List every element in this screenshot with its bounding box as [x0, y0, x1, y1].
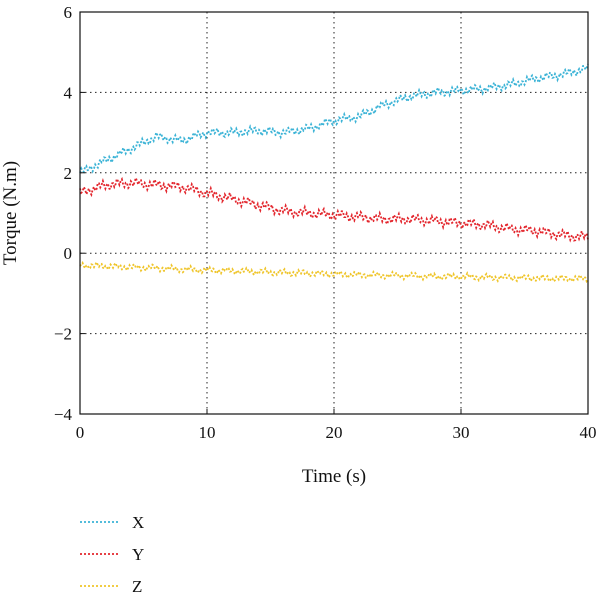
x-tick-label: 10 [199, 423, 216, 442]
grid [80, 12, 588, 414]
y-tick-label: 4 [64, 83, 73, 102]
y-tick-label: 2 [64, 164, 73, 183]
tick-labels: 0 10 20 30 40 −4 −2 0 2 4 6 [54, 3, 597, 442]
y-axis-label: Torque (N.m) [0, 161, 21, 265]
x-tick-label: 30 [453, 423, 470, 442]
y-tick-label: 6 [64, 3, 73, 22]
x-tick-label: 20 [326, 423, 343, 442]
x-tick-label: 40 [580, 423, 597, 442]
x-axis-label: Time (s) [302, 466, 366, 487]
y-tick-label: −2 [54, 325, 72, 344]
x-tick-label: 0 [76, 423, 85, 442]
legend: XYZ [80, 513, 144, 596]
plot-frame [79, 11, 589, 415]
series-line-y [79, 174, 589, 243]
series-lines [79, 63, 589, 284]
legend-label-y: Y [132, 545, 144, 564]
y-tick-label: −4 [54, 405, 73, 424]
legend-label-z: Z [132, 577, 142, 596]
legend-label-x: X [132, 513, 144, 532]
series-line-x [79, 63, 589, 174]
series-line-z [79, 260, 589, 284]
y-tick-label: 0 [64, 244, 73, 263]
